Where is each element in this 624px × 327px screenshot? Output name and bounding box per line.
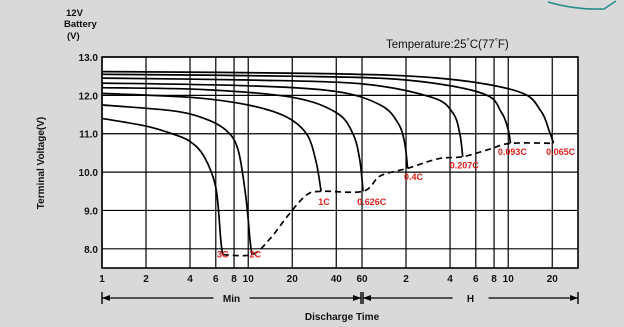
x-tick-label-7: 40: [331, 274, 343, 285]
x-tick-label-10: 4: [447, 274, 453, 285]
x-tick-label-4: 8: [231, 274, 237, 285]
rate-label-0: 3C: [217, 249, 229, 259]
temperature-label: Temperature:25°C(77°F): [386, 37, 509, 51]
series-line-1: [101, 104, 253, 255]
y-tick-label-2: 11.0: [79, 130, 98, 141]
rate-label-2: 1C: [318, 197, 330, 207]
rate-label-6: 0.093C: [498, 147, 528, 157]
y-tick-label-3: 10.0: [79, 168, 99, 179]
x-tick-label-8: 60: [356, 274, 368, 285]
tick-labels: 1 2 4 6 8 10 20 40 60 2 4 6 8 10 20 13.0 12.0 11.0 10.0 9.0…: [79, 53, 559, 285]
battery-label-line1: 12V: [66, 8, 84, 19]
x-tick-label-11: 6: [473, 274, 479, 285]
range-arrow-left-1: [363, 295, 372, 301]
x-tick-label-9: 2: [403, 274, 409, 285]
range-arrow-right-0: [353, 295, 362, 301]
rate-label-4: 0.4C: [404, 172, 424, 182]
range-label-1: H: [467, 294, 474, 305]
corner-decoration: [547, 0, 617, 10]
x-tick-label-14: 20: [547, 274, 559, 285]
x-tick-label-13: 10: [503, 274, 515, 285]
y-tick-label-5: 8.0: [84, 245, 98, 256]
x-tick-label-2: 4: [187, 274, 193, 285]
range-arrow-right-1: [570, 295, 578, 301]
x-axis-title: Discharge Time: [305, 312, 380, 323]
series-line-7: [101, 70, 555, 144]
y-axis-title: Terminal Voltage(V): [36, 117, 47, 209]
x-tick-label-3: 6: [213, 274, 219, 285]
x-tick-label-12: 8: [491, 274, 497, 285]
series-line-5: [101, 77, 464, 157]
series-line-0: [101, 117, 224, 255]
range-arrow-left-0: [102, 295, 110, 301]
x-tick-label-1: 2: [143, 274, 149, 285]
series-line-2: [101, 92, 322, 192]
rate-label-1: 2C: [250, 249, 262, 259]
series-line-4: [101, 82, 409, 169]
x-tick-label-5: 10: [243, 274, 255, 285]
series-layer: [101, 70, 555, 257]
battery-label-line3: (V): [67, 31, 80, 42]
cutoff-voltage-curve: [222, 142, 554, 257]
y-tick-label-0: 13.0: [79, 53, 99, 64]
y-tick-label-4: 9.0: [84, 206, 98, 217]
rate-label-5: 0.207C: [450, 160, 480, 170]
range-indicators: Min H: [101, 292, 579, 305]
x-tick-label-6: 20: [287, 274, 299, 285]
series-line-6: [101, 73, 512, 144]
rate-label-3: 0.626C: [357, 197, 387, 207]
y-tick-label-1: 12.0: [79, 91, 99, 102]
battery-label-line2: Battery: [64, 19, 97, 30]
range-label-0: Min: [223, 294, 240, 305]
rate-labels: 3C 2C 1C 0.626C 0.4C 0.207C 0.093C 0.065C: [217, 147, 576, 259]
rate-label-7: 0.065C: [546, 147, 576, 157]
x-tick-label-0: 1: [99, 274, 105, 285]
series-line-3: [101, 86, 364, 192]
